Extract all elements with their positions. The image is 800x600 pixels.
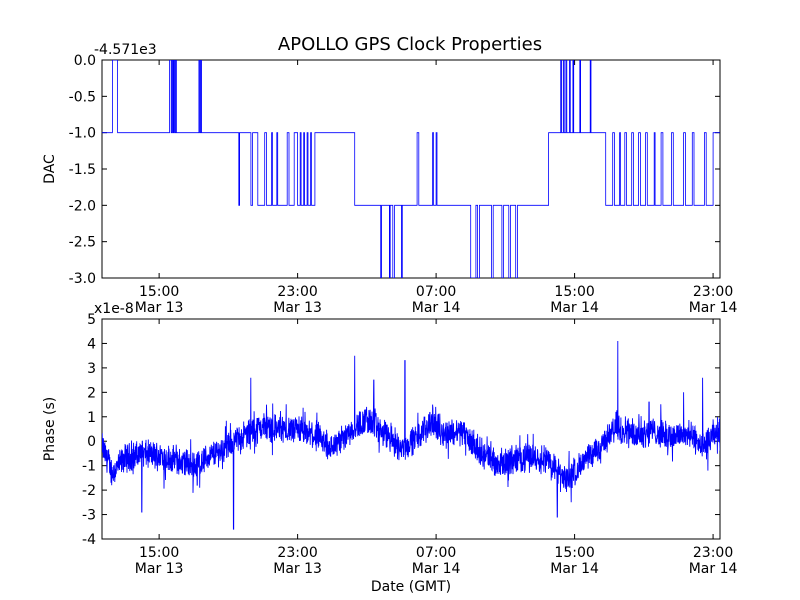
dac-xtick-date: Mar 14 <box>550 300 599 316</box>
chart-title: APOLLO GPS Clock Properties <box>278 34 542 55</box>
dac-series-line <box>102 60 720 278</box>
dac-ytick-label: -1.0 <box>69 126 96 142</box>
phase-xtick-time: 23:00 <box>277 545 317 561</box>
phase-ytick-label: 3 <box>87 361 96 377</box>
dac-axes-frame <box>101 59 721 279</box>
dac-ytick-label: -3.0 <box>69 271 96 287</box>
dac-ytick-label: 0.0 <box>74 53 96 69</box>
dac-xtick-date: Mar 13 <box>273 300 322 316</box>
dac-ytick-label: -1.5 <box>69 162 96 178</box>
dac-xtick-time: 23:00 <box>693 284 733 300</box>
phase-ytick-label: 5 <box>87 312 96 328</box>
dac-xtick-time: 23:00 <box>277 284 317 300</box>
phase-ytick-label: -4 <box>82 532 96 548</box>
dac-ylabel: DAC <box>42 154 58 184</box>
phase-ytick-label: 4 <box>87 336 96 352</box>
phase-ytick-label: 1 <box>87 410 96 426</box>
phase-xtick-date: Mar 14 <box>550 561 599 577</box>
phase-ylabel: Phase (s) <box>42 397 58 461</box>
phase-xlabel: Date (GMT) <box>371 579 451 595</box>
phase-series-line <box>102 340 720 530</box>
dac-ytick-label: -0.5 <box>69 89 96 105</box>
phase-ytick-label: 2 <box>87 385 96 401</box>
phase-xtick-date: Mar 14 <box>412 561 461 577</box>
dac-ytick-label: -2.5 <box>69 235 96 251</box>
phase-xtick-date: Mar 13 <box>135 561 184 577</box>
dac-offset-label: -4.571e3 <box>94 42 157 58</box>
dac-xtick-date: Mar 14 <box>689 300 738 316</box>
phase-ytick-label: -1 <box>82 459 96 475</box>
dac-xtick-time: 15:00 <box>139 284 179 300</box>
dac-xtick-date: Mar 14 <box>412 300 461 316</box>
phase-xtick-date: Mar 14 <box>689 561 738 577</box>
phase-xtick-time: 07:00 <box>416 545 456 561</box>
dac-xtick-time: 07:00 <box>416 284 456 300</box>
phase-ytick-label: -3 <box>82 508 96 524</box>
phase-xtick-date: Mar 13 <box>273 561 322 577</box>
phase-xtick-time: 23:00 <box>693 545 733 561</box>
phase-offset-label: x1e-8 <box>94 301 134 317</box>
dac-ytick-label: -2.0 <box>69 198 96 214</box>
dac-xtick-time: 15:00 <box>554 284 594 300</box>
phase-ytick-label: -2 <box>82 483 96 499</box>
phase-ytick-label: 0 <box>87 434 96 450</box>
phase-xtick-time: 15:00 <box>554 545 594 561</box>
dac-xtick-date: Mar 13 <box>135 300 184 316</box>
phase-xtick-time: 15:00 <box>139 545 179 561</box>
